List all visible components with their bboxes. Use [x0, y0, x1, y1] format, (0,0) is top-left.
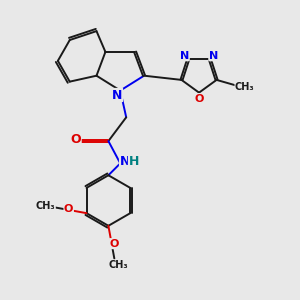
Text: N: N [112, 88, 122, 101]
Text: N: N [119, 155, 130, 168]
Text: O: O [110, 238, 119, 249]
Text: H: H [128, 155, 139, 168]
Text: CH₃: CH₃ [36, 201, 55, 211]
Text: O: O [70, 133, 81, 146]
Text: O: O [194, 94, 204, 103]
Text: CH₃: CH₃ [235, 82, 255, 92]
Text: N: N [180, 51, 189, 61]
Text: O: O [64, 204, 74, 214]
Text: CH₃: CH₃ [109, 260, 129, 270]
Text: N: N [209, 51, 218, 61]
